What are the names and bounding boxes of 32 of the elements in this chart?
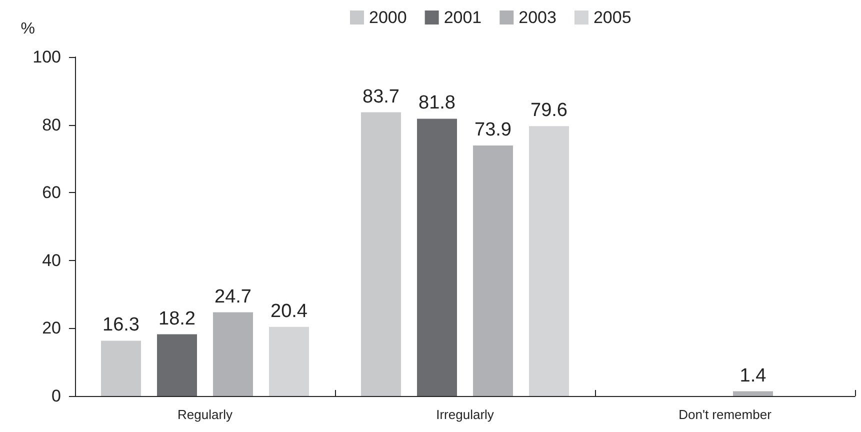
y-axis-title: % (20, 20, 35, 38)
bar (157, 334, 197, 396)
x-tick-label: Irregularly (436, 407, 494, 422)
data-label: 73.9 (474, 119, 512, 140)
bar (213, 312, 253, 396)
data-label: 81.8 (418, 92, 456, 114)
x-tick-label: Don't remember (678, 407, 772, 422)
y-tick-label: 60 (42, 183, 61, 202)
data-label: 18.2 (158, 308, 196, 330)
bar (361, 112, 401, 396)
bar (101, 340, 141, 396)
bar (417, 118, 457, 396)
data-label: 20.4 (270, 300, 308, 322)
legend-label: 2003 (518, 8, 556, 27)
y-tick-label: 0 (52, 386, 61, 406)
y-tick-label: 40 (42, 250, 61, 270)
bar (473, 145, 513, 396)
legend-label: 2005 (593, 8, 632, 27)
y-tick-label: 20 (42, 318, 61, 338)
bar (529, 126, 569, 396)
legend-label: 2001 (444, 8, 482, 27)
data-label: 79.6 (530, 100, 568, 122)
data-label: 83.7 (362, 86, 400, 108)
y-tick-label: 80 (42, 115, 61, 134)
bar (733, 391, 773, 396)
bar (269, 326, 309, 396)
x-tick-label: Regularly (178, 407, 233, 422)
data-label: 1.4 (740, 365, 767, 386)
data-label: 16.3 (102, 314, 140, 336)
legend-label: 2000 (369, 8, 407, 27)
data-label: 24.7 (214, 286, 252, 308)
y-tick-label: 100 (32, 48, 61, 66)
